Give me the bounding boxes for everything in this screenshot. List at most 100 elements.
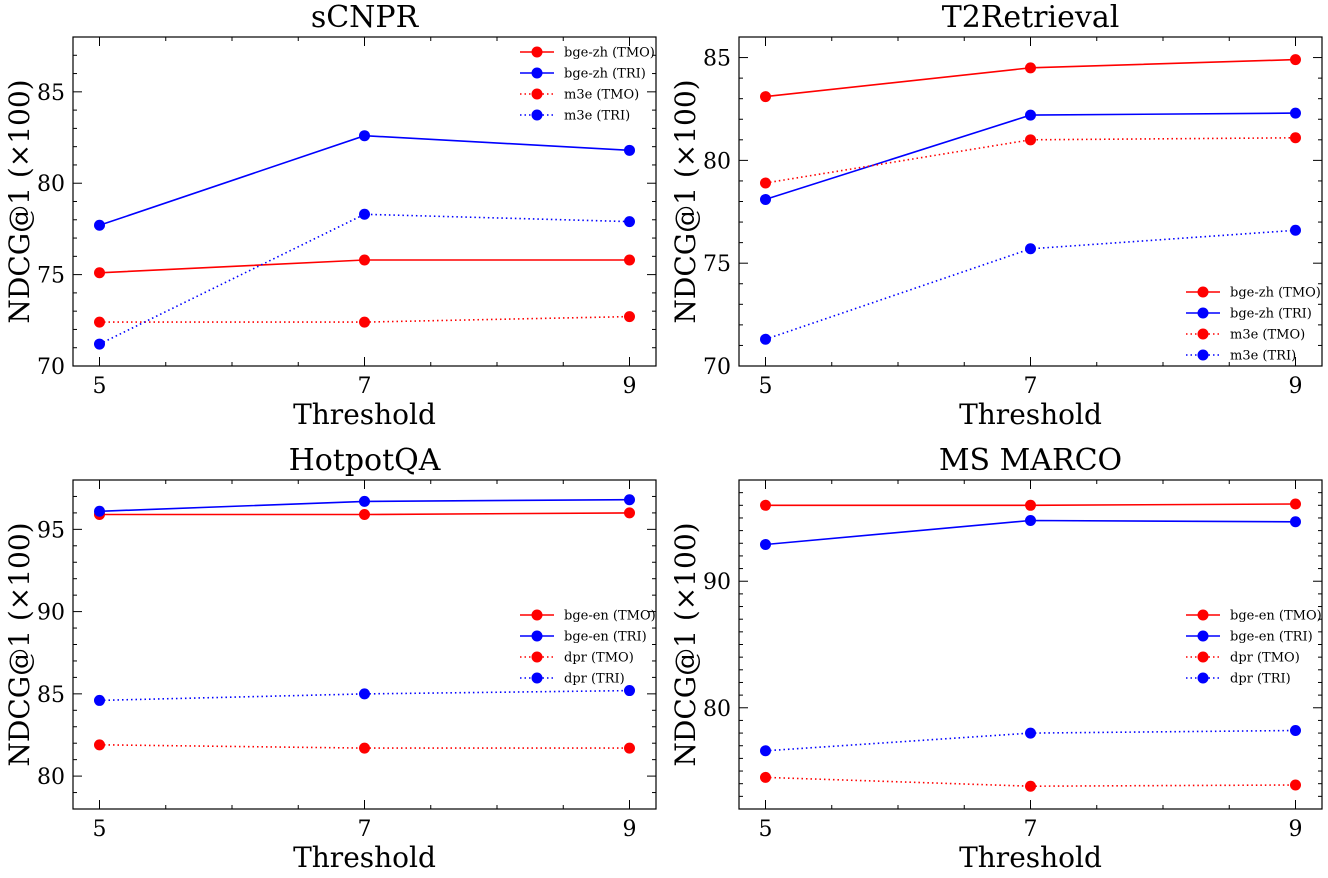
series-2	[94, 311, 635, 328]
x-tick-label: 7	[1024, 817, 1038, 842]
chart-title: T2Retrieval	[942, 0, 1120, 35]
legend-label: dpr (TMO)	[1230, 651, 1300, 666]
legend-marker	[531, 630, 543, 642]
legend: bge-en (TMO) bge-en (TRI) dpr (TMO) dpr (TR…	[1186, 609, 1322, 687]
series-2	[760, 132, 1301, 189]
legend-label: bge-zh (TRI)	[1230, 307, 1312, 322]
series-line	[99, 315, 630, 323]
series-0	[760, 498, 1301, 511]
series-0	[94, 507, 635, 521]
data-point	[94, 739, 105, 751]
series-line	[99, 744, 630, 749]
data-point	[359, 495, 370, 507]
legend-marker	[531, 609, 543, 621]
chart-panel-1: T2Retrieval 5 7 9 70 75 80 85 Threshold NDCG@1 (×…	[669, 0, 1323, 431]
series-3	[760, 224, 1301, 345]
legend-marker	[1197, 672, 1209, 684]
y-tick-label: 95	[37, 518, 65, 543]
legend-marker	[531, 67, 543, 79]
data-point	[359, 509, 370, 521]
series-2	[760, 771, 1301, 792]
x-axis-label: Threshold	[959, 398, 1102, 431]
legend-label: bge-en (TMO)	[564, 609, 656, 624]
series-0	[94, 254, 635, 279]
plot-frame	[72, 479, 657, 810]
legend-marker	[1197, 307, 1209, 319]
data-point	[1290, 54, 1301, 66]
legend-label: bge-zh (TRI)	[564, 67, 646, 82]
data-point	[359, 254, 370, 266]
data-point	[624, 494, 635, 506]
data-point	[1025, 243, 1036, 255]
data-point	[760, 771, 771, 783]
chart-panel-3: MS MARCO 5 7 9 80 90 Threshold NDCG@1 (×100) bge…	[669, 443, 1323, 874]
data-point	[94, 505, 105, 517]
legend-label: m3e (TMO)	[564, 88, 639, 103]
legend-marker	[1197, 328, 1209, 340]
series-3	[94, 685, 635, 706]
data-point	[624, 311, 635, 323]
y-tick-label: 80	[37, 765, 65, 790]
data-point	[359, 688, 370, 700]
data-point	[760, 177, 771, 189]
data-point	[1290, 107, 1301, 119]
legend: bge-en (TMO) bge-en (TRI) dpr (TMO) dpr (TR…	[520, 609, 656, 687]
x-tick-label: 7	[358, 374, 372, 399]
legend-marker	[531, 672, 543, 684]
chart-title: MS MARCO	[939, 443, 1122, 478]
data-point	[1290, 779, 1301, 791]
data-point	[760, 91, 771, 103]
plot-frame	[738, 479, 1323, 810]
data-point	[760, 499, 771, 511]
x-tick-label: 5	[759, 817, 773, 842]
data-point	[1290, 132, 1301, 144]
data-point	[94, 219, 105, 231]
legend-marker	[531, 88, 543, 100]
data-point	[359, 208, 370, 220]
data-point	[760, 745, 771, 757]
legend-label: m3e (TRI)	[1230, 349, 1296, 364]
data-point	[359, 742, 370, 754]
series-line	[765, 112, 1296, 201]
data-point	[1025, 514, 1036, 526]
legend-label: bge-zh (TMO)	[564, 46, 655, 61]
x-tick-label: 9	[1289, 817, 1303, 842]
series-0	[760, 54, 1301, 103]
data-point	[359, 130, 370, 142]
data-point	[1290, 224, 1301, 236]
data-point	[624, 742, 635, 754]
data-point	[1290, 725, 1301, 737]
legend-marker	[531, 109, 543, 121]
chart-title: sCNPR	[311, 0, 420, 35]
data-point	[760, 333, 771, 345]
x-tick-label: 9	[623, 374, 637, 399]
series-line	[99, 689, 630, 702]
data-point	[94, 267, 105, 279]
legend-label: dpr (TMO)	[564, 651, 634, 666]
x-axis-label: Threshold	[293, 398, 436, 431]
y-axis-label: NDCG@1 (×100)	[3, 79, 36, 323]
y-axis-label: NDCG@1 (×100)	[669, 522, 702, 766]
series-1	[94, 130, 635, 231]
legend: bge-zh (TMO) bge-zh (TRI) m3e (TMO) m3e (TR…	[1186, 286, 1321, 364]
y-tick-label: 75	[703, 252, 731, 277]
x-tick-label: 7	[358, 817, 372, 842]
y-tick-label: 75	[37, 264, 65, 289]
legend-label: dpr (TRI)	[564, 672, 625, 687]
data-point	[624, 254, 635, 266]
y-tick-label: 70	[37, 355, 65, 380]
x-axis-label: Threshold	[959, 841, 1102, 874]
data-point	[624, 507, 635, 519]
data-point	[624, 144, 635, 156]
chart-panel-0: sCNPR 5 7 9 70 75 80 85 Threshold NDCG@1 (×100) bg…	[3, 0, 657, 431]
legend-label: dpr (TRI)	[1230, 672, 1291, 687]
data-point	[359, 316, 370, 328]
data-point	[1025, 727, 1036, 739]
data-point	[1025, 109, 1036, 121]
data-point	[624, 216, 635, 228]
y-tick-label: 85	[37, 683, 65, 708]
data-point	[760, 539, 771, 551]
series-2	[94, 739, 635, 754]
legend-marker	[531, 651, 543, 663]
